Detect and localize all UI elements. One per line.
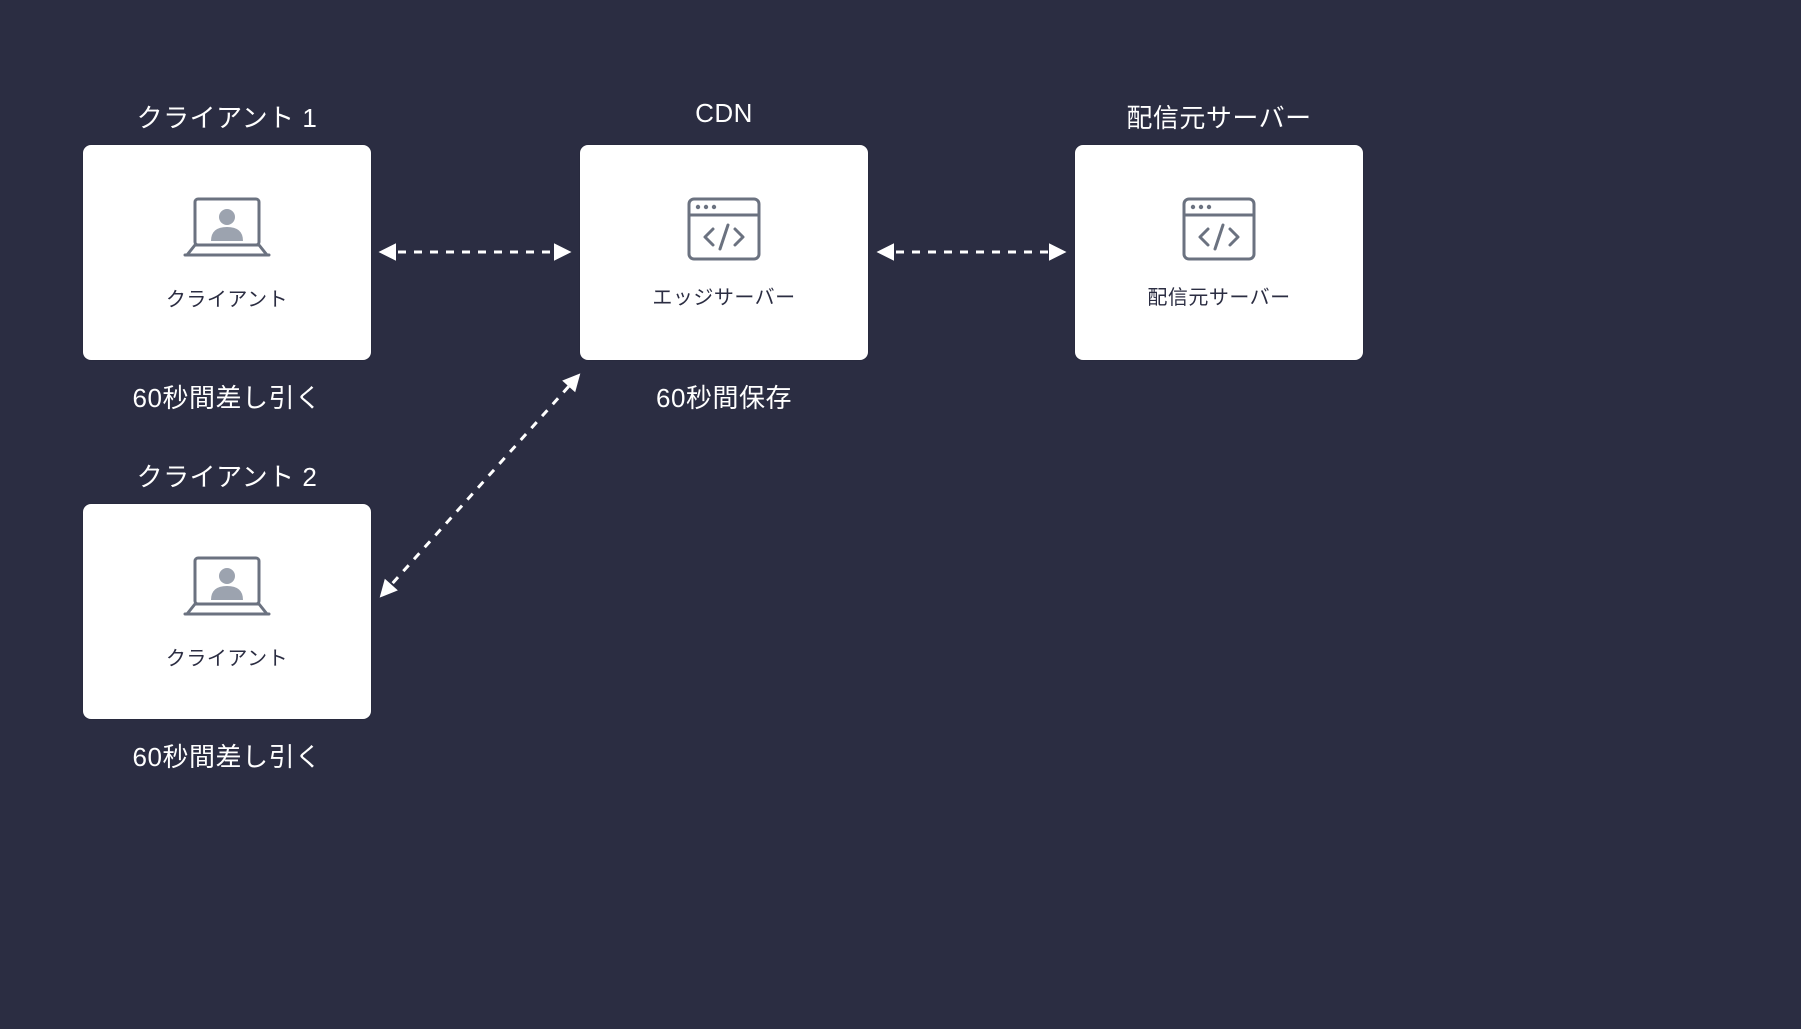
title-cdn: CDN <box>695 98 753 129</box>
title-client2: クライアント 2 <box>137 457 318 494</box>
caption-client1: 60秒間差し引く <box>133 378 322 415</box>
node-edge-label: エッジサーバー <box>652 281 795 310</box>
laptop-icon <box>179 552 275 624</box>
browser-code-icon <box>685 195 763 263</box>
title-origin: 配信元サーバー <box>1126 98 1311 135</box>
node-client1: クライアント <box>83 145 371 360</box>
node-edge: エッジサーバー <box>580 145 868 360</box>
diagram-stage: クライアント 1 クライアント 2 CDN 配信元サーバー クライアント <box>0 0 1801 1029</box>
node-origin: 配信元サーバー <box>1075 145 1363 360</box>
caption-cdn: 60秒間保存 <box>656 378 792 415</box>
edge-client2-edge <box>382 376 578 595</box>
browser-code-icon <box>1180 195 1258 263</box>
node-client1-label: クライアント <box>166 283 288 312</box>
node-client2: クライアント <box>83 504 371 719</box>
node-client2-label: クライアント <box>166 642 288 671</box>
title-client1: クライアント 1 <box>137 98 318 135</box>
caption-client2: 60秒間差し引く <box>133 737 322 774</box>
laptop-icon <box>179 193 275 265</box>
node-origin-label: 配信元サーバー <box>1147 281 1290 310</box>
